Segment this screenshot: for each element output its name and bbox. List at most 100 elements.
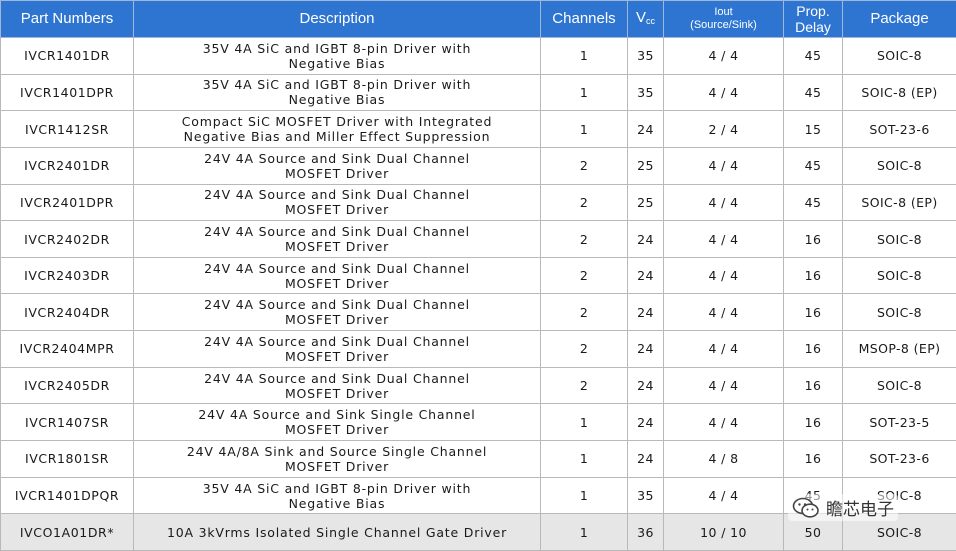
vcc-cell: 24	[627, 330, 664, 368]
channels-cell: 2	[540, 366, 628, 405]
header-vcc-sub: cc	[646, 15, 655, 26]
channels-cell: 1	[540, 476, 628, 515]
header-delay-line1: Prop.	[796, 3, 830, 19]
description-cell: 35V 4A SiC and IGBT 8-pin Driver with Neg…	[133, 73, 541, 112]
vcc-cell: 24	[627, 366, 664, 405]
vcc-cell: 36	[627, 513, 664, 551]
part-number-cell: IVCR2401DR	[0, 146, 134, 185]
description-cell: 24V 4A Source and Sink Dual Channel MOSFE…	[133, 330, 541, 368]
iout-cell: 4 / 4	[663, 256, 784, 295]
channels-cell: 2	[540, 256, 628, 295]
table-row: IVCR1401DPQR 35V 4A SiC and IGBT 8-pin Dr…	[0, 476, 956, 515]
part-number-cell: IVCR2404MPR	[0, 330, 134, 368]
channels-cell: 2	[540, 293, 628, 332]
prop-delay-cell: 16	[783, 330, 843, 368]
table-row: IVCR1401DPR 35V 4A SiC and IGBT 8-pin Dri…	[0, 73, 956, 112]
part-number-cell: IVCR2402DR	[0, 220, 134, 258]
table-row: IVCO1A01DR* 10A 3kVrms Isolated Single Ch…	[0, 513, 956, 551]
description-cell: 24V 4A Source and Sink Dual Channel MOSFE…	[133, 146, 541, 185]
header-part-numbers: Part Numbers	[0, 0, 134, 38]
prop-delay-cell: 15	[783, 110, 843, 148]
table-body: IVCR1401DR 35V 4A SiC and IGBT 8-pin Driv…	[0, 37, 956, 551]
description-line-2: MOSFET Driver	[284, 422, 390, 438]
description-line-1: 24V 4A/8A Sink and Source Single Channel	[186, 443, 488, 459]
table-row: IVCR2401DR 24V 4A Source and Sink Dual Ch…	[0, 146, 956, 185]
description-line-2: MOSFET Driver	[284, 275, 390, 291]
header-package: Package	[842, 0, 956, 38]
description-line-1: 35V 4A SiC and IGBT 8-pin Driver with	[202, 40, 472, 56]
prop-delay-cell: 45	[783, 37, 843, 75]
package-cell: SOIC-8	[842, 366, 956, 405]
part-number-cell: IVCR1412SR	[0, 110, 134, 148]
channels-cell: 2	[540, 183, 628, 222]
description-cell: 24V 4A Source and Sink Dual Channel MOSFE…	[133, 293, 541, 332]
description-line-2: MOSFET Driver	[284, 385, 390, 401]
part-number-cell: IVCR2403DR	[0, 256, 134, 295]
description-line-1: 24V 4A Source and Sink Dual Channel	[204, 370, 470, 386]
iout-cell: 2 / 4	[663, 110, 784, 148]
description-line-1: 24V 4A Source and Sink Dual Channel	[204, 150, 470, 166]
vcc-cell: 35	[627, 73, 664, 112]
package-cell: SOIC-8	[842, 220, 956, 258]
description-line-1: 24V 4A Source and Sink Dual Channel	[204, 297, 470, 313]
vcc-cell: 35	[627, 37, 664, 75]
package-cell: SOIC-8	[842, 146, 956, 185]
wechat-icon	[792, 497, 819, 518]
channels-cell: 2	[540, 330, 628, 368]
description-line-1: 24V 4A Source and Sink Dual Channel	[204, 224, 470, 240]
iout-cell: 4 / 4	[663, 403, 784, 442]
iout-cell: 4 / 4	[663, 366, 784, 405]
iout-cell: 10 / 10	[663, 513, 784, 551]
vcc-cell: 24	[627, 440, 664, 478]
watermark-text: 瞻芯电子	[826, 500, 894, 520]
package-cell: SOIC-8	[842, 37, 956, 75]
part-number-cell: IVCR1801SR	[0, 440, 134, 478]
prop-delay-cell: 45	[783, 146, 843, 185]
channels-cell: 1	[540, 440, 628, 478]
description-line-1: Compact SiC MOSFET Driver with Integrate…	[181, 114, 493, 130]
package-cell: SOT-23-5	[842, 403, 956, 442]
table-row: IVCR2404MPR 24V 4A Source and Sink Dual C…	[0, 330, 956, 368]
part-number-cell: IVCR2401DPR	[0, 183, 134, 222]
channels-cell: 2	[540, 220, 628, 258]
header-vcc-main: V	[635, 8, 646, 26]
description-line-2: MOSFET Driver	[284, 165, 390, 181]
channels-cell: 1	[540, 37, 628, 75]
description-line-2: Negative Bias	[288, 92, 386, 108]
table-row: IVCR1801SR 24V 4A/8A Sink and Source Sing…	[0, 440, 956, 478]
package-cell: SOIC-8	[842, 256, 956, 295]
iout-cell: 4 / 4	[663, 146, 784, 185]
vcc-cell: 35	[627, 476, 664, 515]
package-cell: SOT-23-6	[842, 110, 956, 148]
prop-delay-cell: 16	[783, 220, 843, 258]
package-cell: SOIC-8	[842, 293, 956, 332]
vcc-cell: 24	[627, 256, 664, 295]
part-number-cell: IVCR2404DR	[0, 293, 134, 332]
prop-delay-cell: 16	[783, 366, 843, 405]
iout-cell: 4 / 4	[663, 330, 784, 368]
header-vcc: Vcc	[627, 0, 664, 38]
header-iout-main: Iout	[714, 6, 733, 18]
package-cell: MSOP-8 (EP)	[842, 330, 956, 368]
description-cell: 24V 4A/8A Sink and Source Single Channel…	[133, 440, 541, 478]
table-row: IVCR2401DPR 24V 4A Source and Sink Dual C…	[0, 183, 956, 222]
header-iout: Iout (Source/Sink)	[663, 0, 784, 38]
package-cell: SOIC-8 (EP)	[842, 73, 956, 112]
table-row: IVCR1407SR 24V 4A Source and Sink Single …	[0, 403, 956, 442]
description-line-1: 24V 4A Source and Sink Dual Channel	[204, 187, 470, 203]
table-row: IVCR1412SR Compact SiC MOSFET Driver with…	[0, 110, 956, 148]
vcc-cell: 24	[627, 110, 664, 148]
description-cell: 24V 4A Source and Sink Single Channel MOS…	[133, 403, 541, 442]
vcc-cell: 24	[627, 220, 664, 258]
vcc-cell: 24	[627, 403, 664, 442]
vcc-cell: 25	[627, 183, 664, 222]
description-line-1: 24V 4A Source and Sink Dual Channel	[204, 260, 470, 276]
header-row: Part Numbers Description Channels Vcc Io…	[0, 0, 956, 38]
description-line-2: MOSFET Driver	[284, 312, 390, 328]
description-line-1: 10A 3kVrms Isolated Single Channel Gate …	[166, 524, 508, 540]
iout-cell: 4 / 4	[663, 183, 784, 222]
prop-delay-cell: 45	[783, 183, 843, 222]
part-number-cell: IVCR1407SR	[0, 403, 134, 442]
prop-delay-cell: 45	[783, 73, 843, 112]
table-row: IVCR2403DR 24V 4A Source and Sink Dual Ch…	[0, 256, 956, 295]
